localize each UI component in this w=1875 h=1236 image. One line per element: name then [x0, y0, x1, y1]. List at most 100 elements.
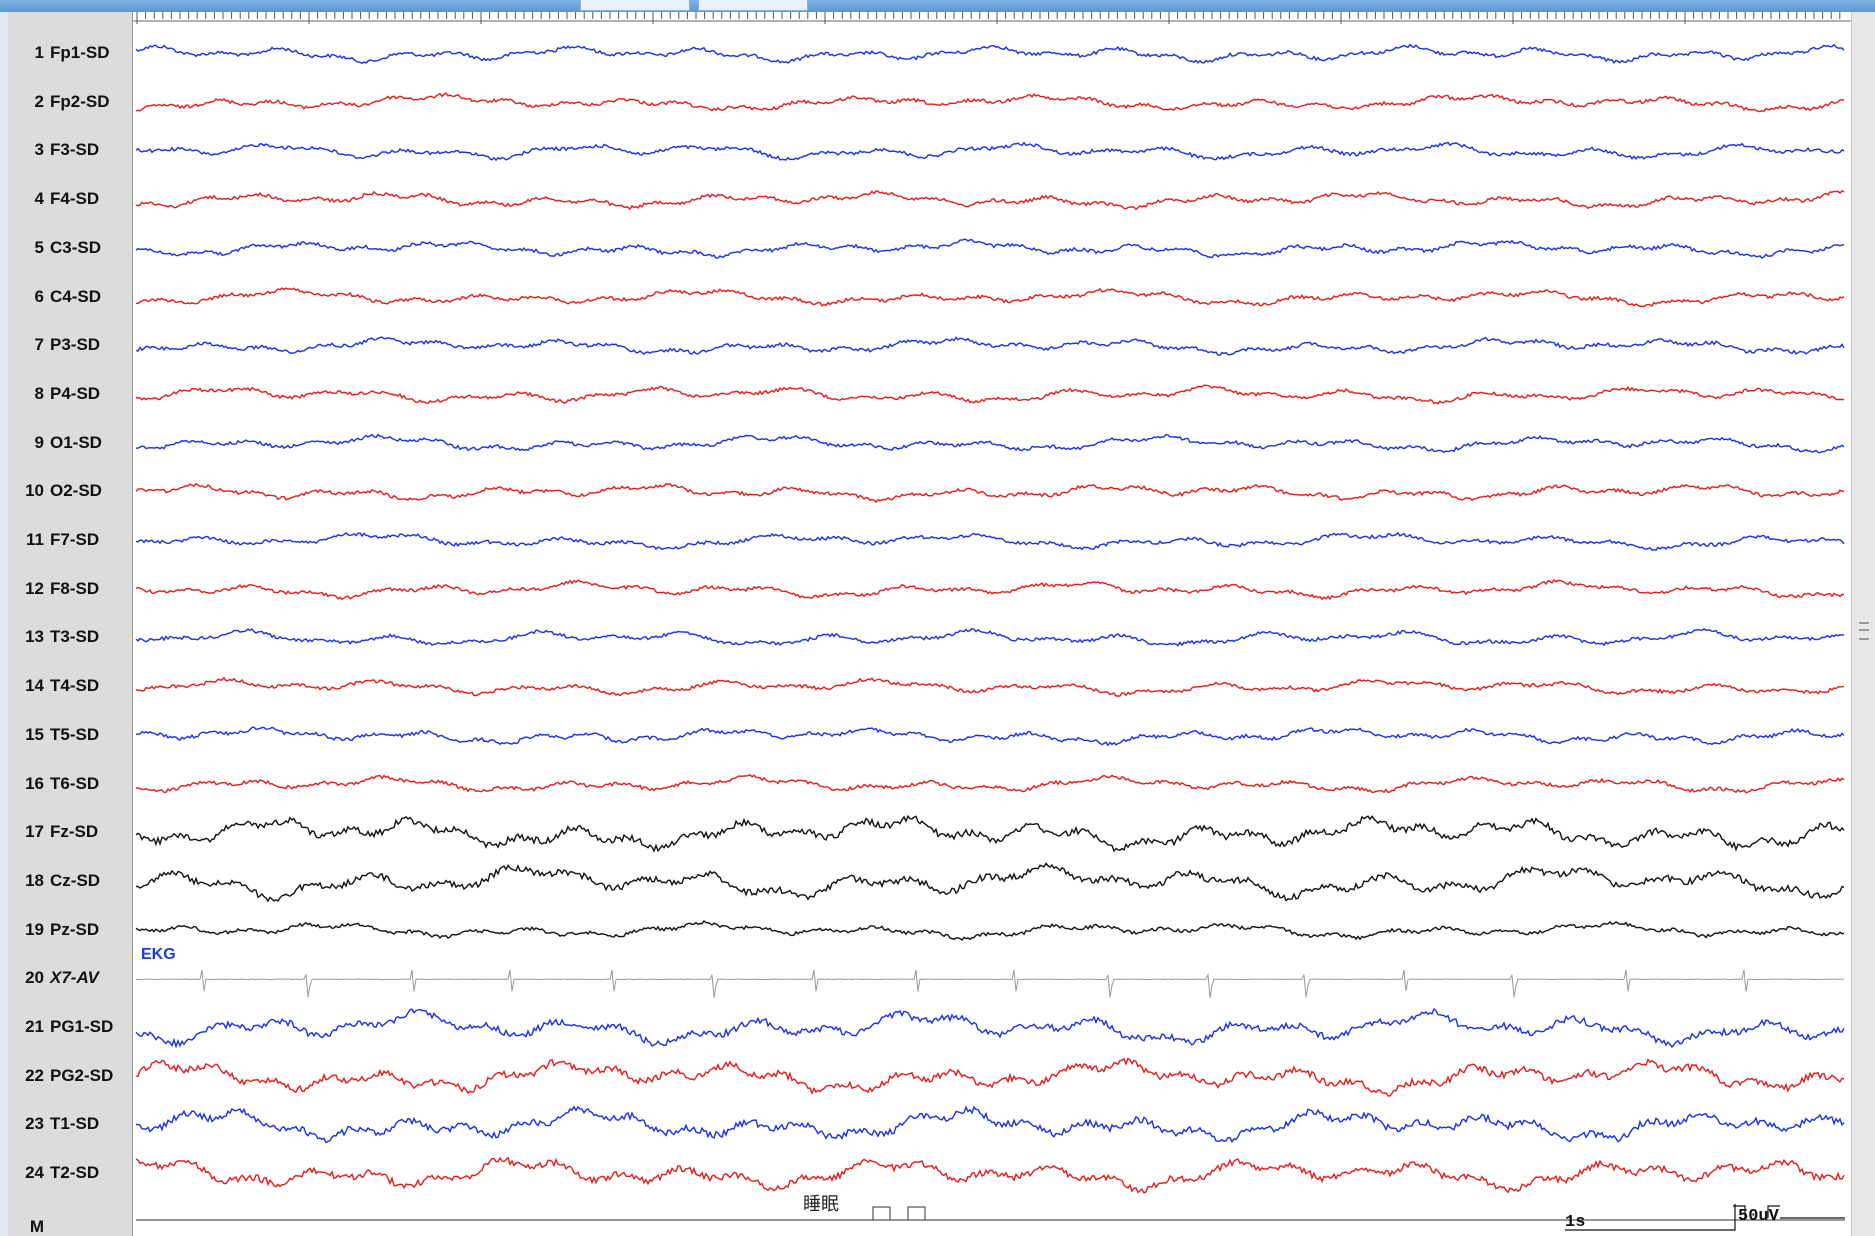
channel-name: T4-SD: [50, 676, 100, 696]
channel-number: 24: [25, 1163, 44, 1183]
ekg-tag: EKG: [141, 946, 176, 963]
channel-name: P3-SD: [50, 335, 101, 355]
toolbar-tab[interactable]: [580, 0, 690, 11]
time-scale-label: 1s: [1565, 1213, 1586, 1232]
time-ruler: [133, 12, 1851, 24]
channel-name: PG2-SD: [50, 1065, 114, 1085]
channel-name: F4-SD: [50, 189, 100, 209]
channel-name: Fp1-SD: [50, 43, 110, 62]
eeg-trace: [135, 1156, 1845, 1194]
channel-name: PG1-SD: [50, 1017, 114, 1036]
channel-name: F8-SD: [50, 578, 100, 598]
eeg-trace: [135, 238, 1845, 259]
channel-name: T1-SD: [50, 1114, 100, 1134]
channel-label[interactable]: 6 C4-SD: [8, 287, 132, 309]
channel-label[interactable]: 21 PG1-SD: [8, 1017, 132, 1039]
channel-number: 3: [34, 140, 44, 160]
channel-label[interactable]: 11 F7-SD: [8, 530, 132, 552]
eeg-trace: [135, 531, 1845, 552]
marker-row-label: M: [8, 1217, 132, 1236]
channel-number: 21: [25, 1017, 44, 1036]
channel-label[interactable]: 23 T1-SD: [8, 1114, 132, 1136]
channel-name: T6-SD: [50, 773, 100, 793]
channel-label[interactable]: 13 T3-SD: [8, 627, 132, 649]
vertical-scrollbar[interactable]: [1851, 12, 1875, 1236]
eeg-trace: [135, 919, 1845, 941]
sleep-event-label: 睡眠: [803, 1194, 839, 1215]
channel-label[interactable]: 20 X7-AV: [8, 968, 132, 990]
window-top-strip: [0, 0, 1875, 12]
channel-number: 22: [25, 1065, 44, 1085]
channel-number: 17: [25, 822, 44, 842]
eeg-trace: [135, 190, 1845, 211]
eeg-trace: [135, 336, 1845, 356]
eeg-trace: [135, 43, 1845, 65]
channel-number: 23: [25, 1114, 44, 1134]
channel-label[interactable]: 18 Cz-SD: [8, 871, 132, 893]
channel-name: C4-SD: [50, 286, 102, 306]
channel-number: 19: [25, 919, 44, 939]
channel-label[interactable]: 4 F4-SD: [8, 189, 132, 211]
eeg-trace: [136, 969, 1844, 998]
channel-label[interactable]: 8 P4-SD: [8, 384, 132, 406]
channel-number: 12: [25, 578, 44, 598]
channel-label[interactable]: 7 P3-SD: [8, 335, 132, 357]
channel-label[interactable]: 9 O1-SD: [8, 433, 132, 455]
eeg-trace: [135, 433, 1845, 454]
channel-number: 4: [34, 189, 44, 209]
eeg-trace: [135, 1007, 1845, 1049]
channel-label[interactable]: 5 C3-SD: [8, 238, 132, 260]
channel-label[interactable]: 14 T4-SD: [8, 676, 132, 698]
channel-label[interactable]: 2 Fp2-SD: [8, 92, 132, 114]
channel-name: Cz-SD: [50, 870, 101, 890]
channel-label[interactable]: 22 PG2-SD: [8, 1066, 132, 1088]
channel-label-column: 1 Fp1-SD 2 Fp2-SD 3 F3-SD 4 F4-SD 5 C3-SD 6 C4-SD 7 P…: [8, 12, 133, 1236]
channel-name: O2-SD: [50, 481, 102, 501]
channel-label[interactable]: 24 T2-SD: [8, 1163, 132, 1185]
channel-name: T3-SD: [50, 627, 100, 647]
channel-label[interactable]: 16 T6-SD: [8, 774, 132, 796]
channel-number: 18: [25, 870, 44, 890]
channel-label[interactable]: 12 F8-SD: [8, 579, 132, 601]
eeg-trace: [135, 814, 1845, 853]
channel-number: 9: [34, 432, 44, 452]
eeg-waveform-canvas: [133, 12, 1851, 1231]
sleep-event-marker: [872, 1206, 926, 1220]
channel-number: 6: [34, 286, 44, 306]
channel-name: C3-SD: [50, 237, 102, 257]
channel-number: 13: [25, 627, 44, 647]
channel-number: 8: [34, 383, 44, 403]
eeg-trace: [135, 482, 1845, 504]
eeg-trace: [135, 1105, 1845, 1144]
channel-number: 10: [25, 481, 44, 501]
eeg-trace: [135, 862, 1845, 903]
eeg-trace: [135, 726, 1845, 747]
channel-name: Fz-SD: [50, 822, 99, 842]
channel-name: P4-SD: [50, 383, 101, 403]
channel-number: 15: [25, 724, 44, 744]
channel-label[interactable]: 17 Fz-SD: [8, 822, 132, 844]
channel-label[interactable]: 19 Pz-SD: [8, 920, 132, 942]
channel-label[interactable]: 3 F3-SD: [8, 140, 132, 162]
channel-number: 11: [26, 530, 44, 549]
eeg-trace: [135, 141, 1845, 162]
toolbar-tab[interactable]: [698, 0, 808, 11]
channel-number: 2: [34, 91, 44, 111]
scrollbar-grip-icon[interactable]: [1859, 622, 1869, 640]
channel-label[interactable]: 1 Fp1-SD: [8, 43, 132, 65]
channel-name: T2-SD: [50, 1163, 100, 1183]
eeg-trace: [135, 287, 1845, 308]
channel-label[interactable]: 10 O2-SD: [8, 481, 132, 503]
channel-number: 16: [25, 773, 44, 793]
eeg-trace: [135, 578, 1845, 601]
channel-number: 20: [25, 968, 44, 988]
eeg-trace-area[interactable]: [133, 12, 1851, 1236]
channel-name: F7-SD: [50, 530, 100, 549]
eeg-trace: [135, 627, 1845, 647]
eeg-trace: [135, 384, 1845, 405]
amplitude-scale-label: 50uV: [1738, 1207, 1779, 1226]
channel-label[interactable]: 15 T5-SD: [8, 725, 132, 747]
eeg-trace: [135, 92, 1845, 113]
channel-name: T5-SD: [50, 724, 100, 744]
